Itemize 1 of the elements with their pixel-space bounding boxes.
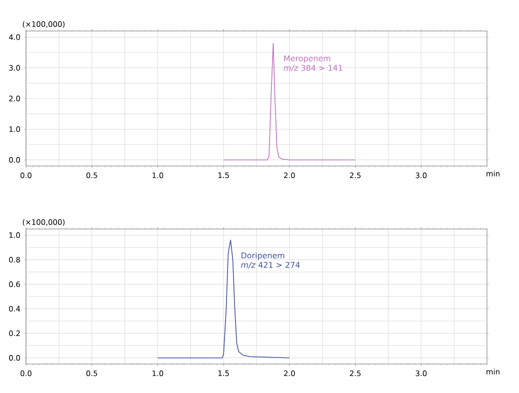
- line-series: [223, 42, 356, 160]
